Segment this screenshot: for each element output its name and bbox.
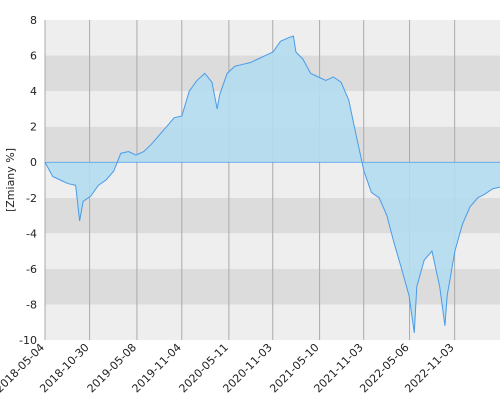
- y-tick-label: -6: [26, 263, 37, 276]
- y-tick-label: 8: [30, 14, 37, 27]
- line: [44, 35, 500, 333]
- area: [45, 36, 500, 333]
- y-tick-label: -4: [26, 227, 37, 240]
- y-axis-label: [Zmiany %]: [4, 148, 17, 212]
- y-tick-label: 6: [30, 50, 37, 63]
- y-tick-label: -10: [19, 334, 37, 347]
- y-tick-label: 2: [30, 121, 37, 134]
- y-tick-label: -8: [26, 298, 37, 311]
- y-tick-label: 4: [30, 85, 37, 98]
- y-tick-label: -2: [26, 192, 37, 205]
- y-tick-label: 0: [30, 156, 37, 169]
